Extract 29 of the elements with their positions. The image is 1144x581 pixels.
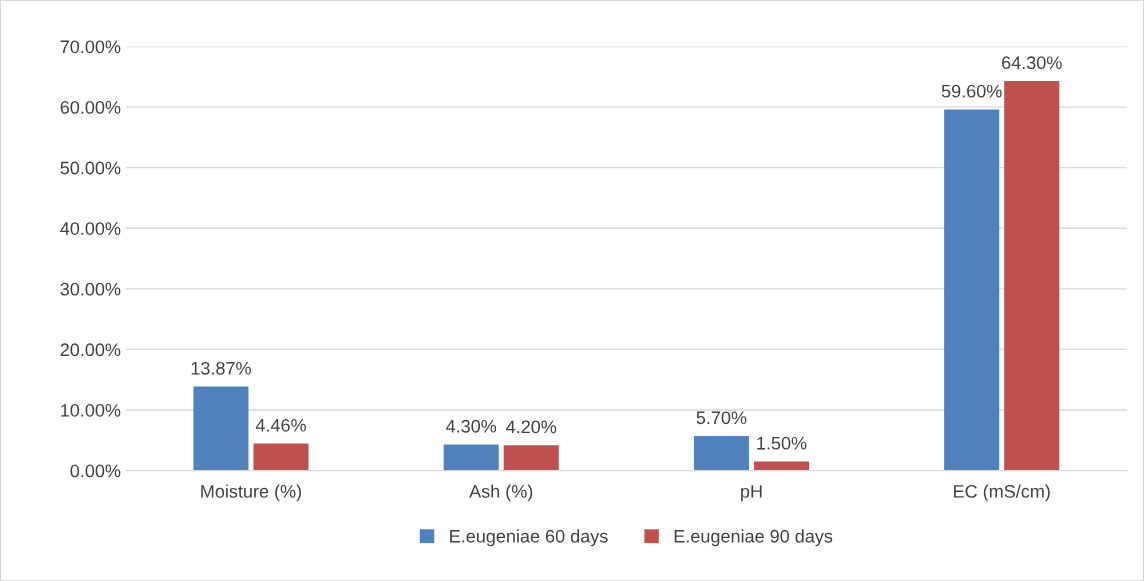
x-tick-label: pH <box>741 485 762 502</box>
data-label: 64.30% <box>1002 56 1062 70</box>
x-tick-label: Moisture (%) <box>201 484 302 502</box>
y-tick-label: 30.00% <box>60 282 121 296</box>
bar <box>443 444 499 471</box>
y-tick-label: 20.00% <box>60 343 121 357</box>
y-tick-label: 10.00% <box>61 403 121 417</box>
bar <box>693 436 749 471</box>
y-tick-label: 50.00% <box>60 161 121 175</box>
y-tick-label: 60.00% <box>60 101 121 114</box>
data-label: 4.20% <box>506 420 557 434</box>
bar <box>944 109 1000 471</box>
data-label: 1.50% <box>757 436 807 450</box>
y-tick-label: 0.00% <box>70 464 121 478</box>
y-tick-label: 40.00% <box>60 222 121 235</box>
data-label: 5.70% <box>696 411 747 425</box>
legend-label: E.eugeniae 60 days <box>450 529 608 547</box>
data-label: 13.87% <box>191 361 251 375</box>
data-label: 59.60% <box>941 84 1002 98</box>
bar <box>1004 81 1060 471</box>
x-tick-label: Ash (%) <box>469 484 533 502</box>
bar <box>503 445 559 471</box>
x-tick-label: EC (mS/cm) <box>954 484 1050 502</box>
data-label: 4.30% <box>446 419 497 433</box>
legend-label: E.eugeniae 90 days <box>674 529 833 547</box>
data-label: 4.46% <box>255 418 306 432</box>
bar <box>193 386 249 471</box>
bar <box>253 443 309 471</box>
y-tick-label: 70.00% <box>60 40 121 54</box>
